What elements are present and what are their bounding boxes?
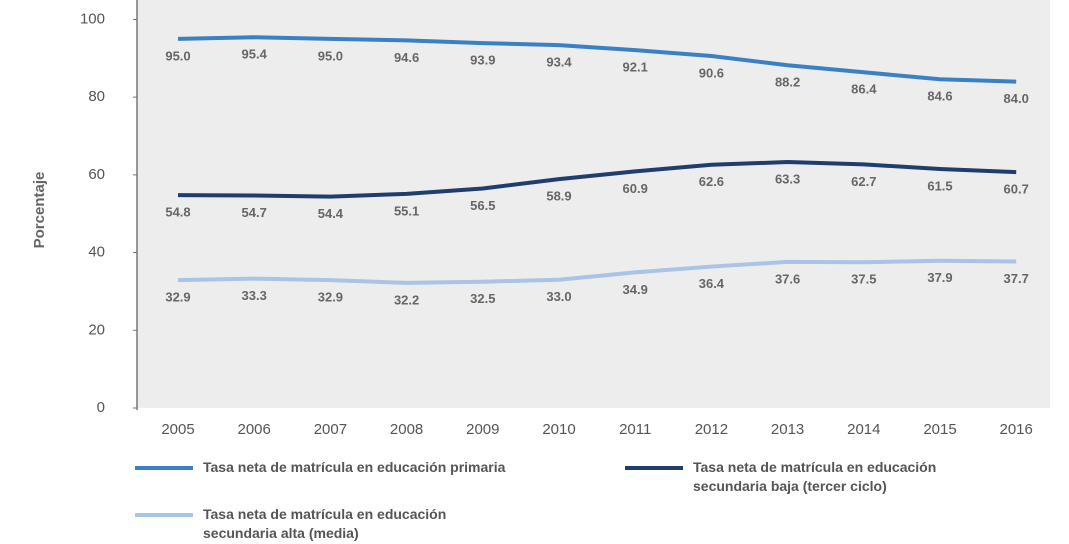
data-label: 61.5 bbox=[927, 178, 952, 193]
legend-swatch bbox=[625, 466, 683, 470]
data-label: 37.5 bbox=[851, 272, 876, 287]
data-label: 32.9 bbox=[318, 290, 343, 305]
data-label: 63.3 bbox=[775, 171, 800, 186]
y-tick-label: 80 bbox=[88, 88, 105, 105]
x-tick-label: 2016 bbox=[1000, 421, 1033, 438]
y-tick-label: 20 bbox=[88, 321, 105, 338]
legend-item: Tasa neta de matrícula en educación secu… bbox=[625, 458, 955, 496]
series-line bbox=[177, 160, 1017, 199]
legend-label: Tasa neta de matrícula en educación secu… bbox=[693, 459, 937, 494]
data-label: 93.4 bbox=[546, 55, 572, 70]
y-tick-label: 40 bbox=[88, 244, 105, 261]
data-label: 92.1 bbox=[623, 60, 648, 75]
x-tick-label: 2013 bbox=[771, 421, 804, 438]
data-label: 54.8 bbox=[165, 205, 190, 220]
data-label: 37.7 bbox=[1004, 271, 1029, 286]
data-label: 60.7 bbox=[1004, 182, 1029, 197]
y-axis-label: Porcentaje bbox=[31, 172, 48, 249]
x-tick-label: 2005 bbox=[161, 421, 194, 438]
x-tick-label: 2011 bbox=[619, 421, 651, 438]
data-label: 60.9 bbox=[623, 181, 648, 196]
data-label: 58.9 bbox=[546, 189, 571, 204]
series-line bbox=[177, 258, 1017, 285]
legend-swatch bbox=[135, 466, 193, 470]
data-label: 54.4 bbox=[318, 206, 344, 221]
x-tick-label: 2008 bbox=[390, 421, 423, 438]
x-tick-label: 2006 bbox=[238, 421, 271, 438]
legend-item: Tasa neta de matrícula en educación prim… bbox=[135, 458, 505, 477]
data-label: 36.4 bbox=[699, 276, 725, 291]
data-label: 33.3 bbox=[242, 288, 267, 303]
data-label: 95.4 bbox=[242, 47, 268, 62]
x-tick-label: 2015 bbox=[923, 421, 956, 438]
chart: Porcentaje 0 20 40 60 80 100 2005 2006 2007 2008 2… bbox=[31, 0, 1050, 438]
data-label: 84.6 bbox=[927, 89, 952, 104]
data-label: 32.2 bbox=[394, 292, 419, 307]
data-label: 32.5 bbox=[470, 291, 495, 306]
data-label: 56.5 bbox=[470, 198, 495, 213]
data-label: 88.2 bbox=[775, 75, 800, 90]
data-label: 90.6 bbox=[699, 65, 724, 80]
x-tick-label: 2009 bbox=[466, 421, 499, 438]
data-label: 54.7 bbox=[242, 205, 267, 220]
data-label: 95.0 bbox=[165, 48, 190, 63]
x-tick-label: 2010 bbox=[542, 421, 575, 438]
x-tick-label: 2014 bbox=[847, 421, 880, 438]
data-label: 95.0 bbox=[318, 48, 343, 63]
legend-swatch bbox=[135, 513, 193, 517]
data-label: 94.6 bbox=[394, 50, 419, 65]
series-line bbox=[177, 35, 1017, 84]
data-label: 37.9 bbox=[927, 270, 952, 285]
x-tick-label: 2007 bbox=[314, 421, 347, 438]
y-tick-label: 0 bbox=[97, 399, 105, 416]
data-label: 93.9 bbox=[470, 53, 495, 68]
x-tick-label: 2012 bbox=[695, 421, 728, 438]
data-label: 62.6 bbox=[699, 174, 724, 189]
legend-label: Tasa neta de matrícula en educación prim… bbox=[203, 459, 506, 475]
data-label: 34.9 bbox=[623, 282, 648, 297]
data-label: 62.7 bbox=[851, 174, 876, 189]
legend-item: Tasa neta de matrícula en educación secu… bbox=[135, 505, 465, 543]
plot-background bbox=[137, 0, 1050, 408]
data-label: 86.4 bbox=[851, 82, 877, 97]
data-label: 55.1 bbox=[394, 203, 419, 218]
data-label: 33.0 bbox=[546, 289, 571, 304]
data-label: 84.0 bbox=[1004, 91, 1029, 106]
data-label: 37.6 bbox=[775, 271, 800, 286]
y-tick-label: 100 bbox=[80, 10, 105, 27]
y-tick-label: 60 bbox=[88, 166, 105, 183]
data-label: 32.9 bbox=[165, 290, 190, 305]
legend-label: Tasa neta de matrícula en educación secu… bbox=[203, 506, 447, 541]
